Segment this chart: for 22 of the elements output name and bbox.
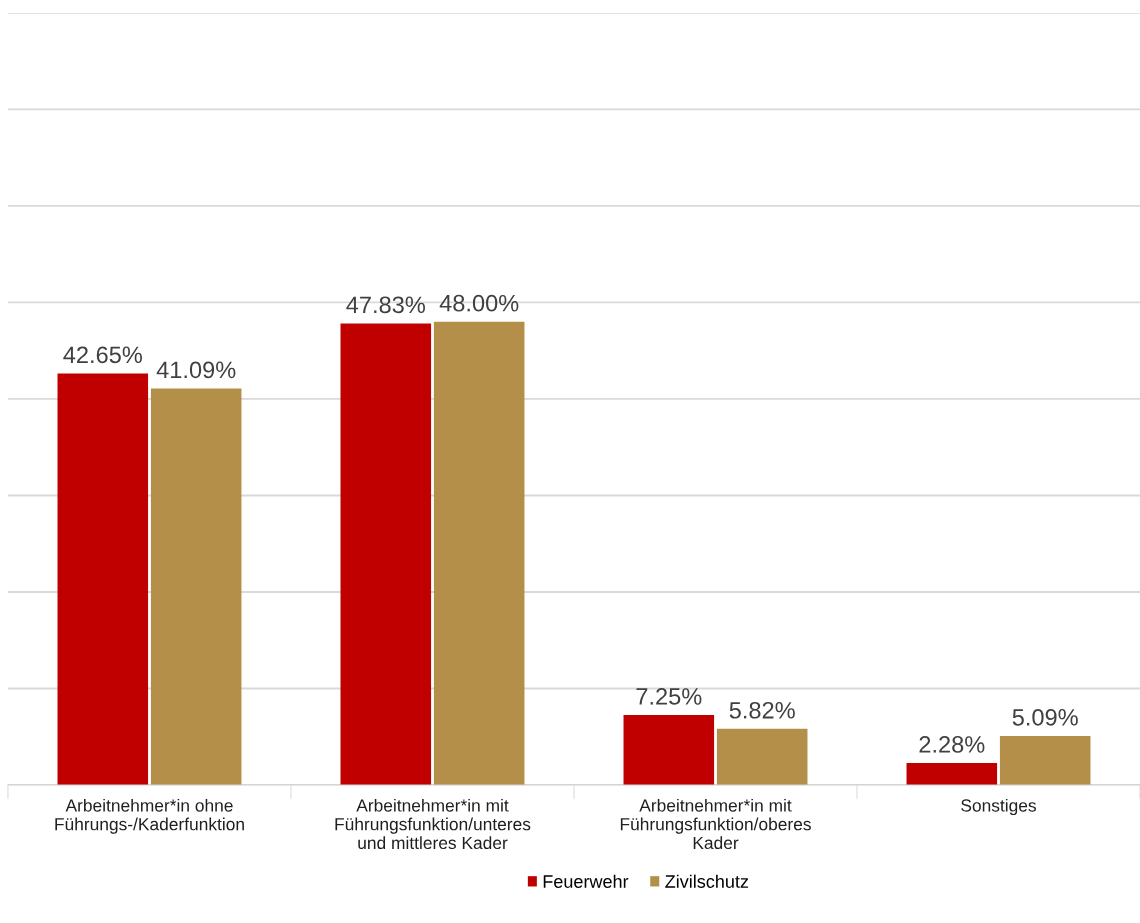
data-label: 47.83% [346,296,425,314]
legend-label: Feuerwehr [543,874,629,888]
bar [150,388,242,786]
data-label: 2.28% [919,736,985,753]
bar [433,321,525,786]
data-label: 5.09% [1012,708,1078,726]
data-label: 42.65% [63,346,142,364]
data-label: 5.82% [729,701,795,719]
x-tick-label: Sonstiges [961,798,1036,816]
bar [57,373,149,786]
x-tick-label: Arbeitnehmer*in ohne Führungs-/Kaderfunktion [55,798,244,834]
bar [906,763,998,786]
bar [716,728,808,786]
x-tick-label: Arbeitnehmer*in mit Führungsfunktion/oberes Kader [620,798,811,850]
data-label: 41.09% [156,361,236,379]
bar [999,735,1091,786]
data-label: 7.25% [636,688,702,705]
x-tick-label: Arbeitnehmer*in mit Führungsfunktion/unteres und mittleres Kader [335,798,531,850]
legend-label: Zivilschutz [665,874,749,888]
bar [623,715,715,786]
bar [340,323,432,786]
data-label: 48.00% [439,294,519,312]
